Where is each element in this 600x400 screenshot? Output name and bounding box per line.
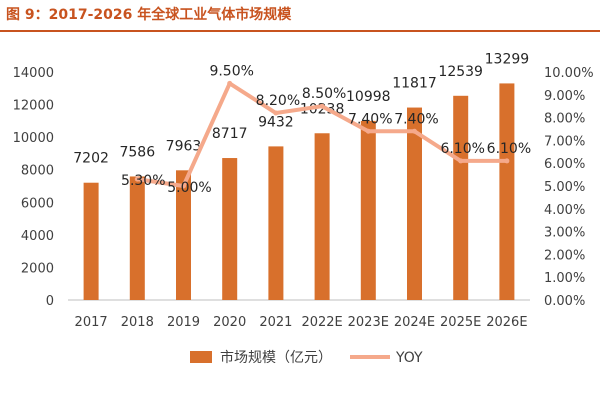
y-left-tick-label: 8000 <box>21 164 54 179</box>
bar <box>268 146 284 300</box>
x-tick-label: 2024E <box>394 315 435 330</box>
x-tick-label: 2026E <box>486 315 527 330</box>
bar-value-label: 11817 <box>392 76 437 92</box>
bar-value-label: 7202 <box>73 151 109 167</box>
y-right-tick-label: 2.00% <box>544 248 585 263</box>
bar-value-label: 8717 <box>212 126 248 142</box>
yoy-value-label: 8.20% <box>256 93 300 109</box>
y-right-tick-label: 8.00% <box>544 112 585 127</box>
yoy-point <box>365 128 371 134</box>
yoy-point <box>319 103 325 109</box>
y-left-tick-label: 14000 <box>13 66 54 81</box>
x-tick-label: 2023E <box>348 315 389 330</box>
y-right-tick-label: 9.00% <box>544 89 585 104</box>
yoy-value-label: 7.40% <box>348 111 392 127</box>
bar <box>360 120 376 301</box>
yoy-point <box>273 110 279 116</box>
y-left-tick-label: 2000 <box>21 261 54 276</box>
x-tick-label: 2020 <box>213 315 246 330</box>
yoy-value-label: 5.30% <box>121 173 165 189</box>
y-right-tick-label: 3.00% <box>544 226 585 241</box>
y-right-tick-label: 7.00% <box>544 134 585 149</box>
chart-title: 图 9：2017-2026 年全球工业气体市场规模 <box>6 7 292 23</box>
bar <box>129 176 145 300</box>
yoy-point <box>134 176 140 182</box>
yoy-point <box>227 80 233 86</box>
yoy-value-label: 5.00% <box>167 180 211 196</box>
yoy-point <box>504 158 510 164</box>
bar <box>453 95 469 300</box>
yoy-point <box>412 128 417 134</box>
x-tick-label: 2021 <box>259 315 292 330</box>
yoy-point <box>458 158 464 164</box>
legend-bar-swatch <box>190 351 212 363</box>
bar <box>176 170 191 300</box>
figure-header: 图 9：2017-2026 年全球工业气体市场规模 <box>0 0 600 28</box>
x-tick-label: 2025E <box>440 315 481 330</box>
bar <box>83 182 99 300</box>
x-tick-label: 2018 <box>121 315 154 330</box>
y-left-tick-label: 12000 <box>13 99 54 114</box>
bar-value-label: 7963 <box>166 138 202 154</box>
y-left-tick-label: 0 <box>46 294 54 309</box>
yoy-point <box>181 183 186 189</box>
y-left-tick-label: 4000 <box>21 229 54 244</box>
bar <box>407 107 422 300</box>
yoy-value-label: 7.40% <box>394 111 438 127</box>
y-right-tick-label: 1.00% <box>544 271 585 286</box>
bar-value-label: 13299 <box>485 51 530 67</box>
y-left-tick-label: 6000 <box>21 196 54 211</box>
yoy-value-label: 8.50% <box>302 86 346 102</box>
yoy-value-label: 6.10% <box>440 141 484 157</box>
y-right-tick-label: 6.00% <box>544 157 585 172</box>
yoy-value-label: 9.50% <box>209 63 253 79</box>
yoy-value-label: 6.10% <box>487 141 531 157</box>
bar-value-label: 10998 <box>346 89 391 105</box>
y-right-tick-label: 5.00% <box>544 180 585 195</box>
y-right-tick-label: 0.00% <box>544 294 585 309</box>
bar <box>314 133 330 300</box>
bar <box>222 158 238 300</box>
legend-bar-label: 市场规模（亿元） <box>220 349 332 366</box>
bar-value-label: 12539 <box>438 64 483 80</box>
x-tick-label: 2017 <box>75 315 108 330</box>
y-right-tick-label: 10.00% <box>544 66 594 81</box>
y-right-tick-label: 4.00% <box>544 203 585 218</box>
y-left-tick-label: 10000 <box>13 131 54 146</box>
bar-value-label: 9432 <box>258 114 294 130</box>
bar-value-label: 7586 <box>119 144 155 160</box>
bar <box>499 83 515 300</box>
legend-line-label: YOY <box>395 350 423 366</box>
title-underline <box>0 30 600 32</box>
x-tick-label: 2019 <box>167 315 200 330</box>
x-tick-label: 2022E <box>301 315 342 330</box>
